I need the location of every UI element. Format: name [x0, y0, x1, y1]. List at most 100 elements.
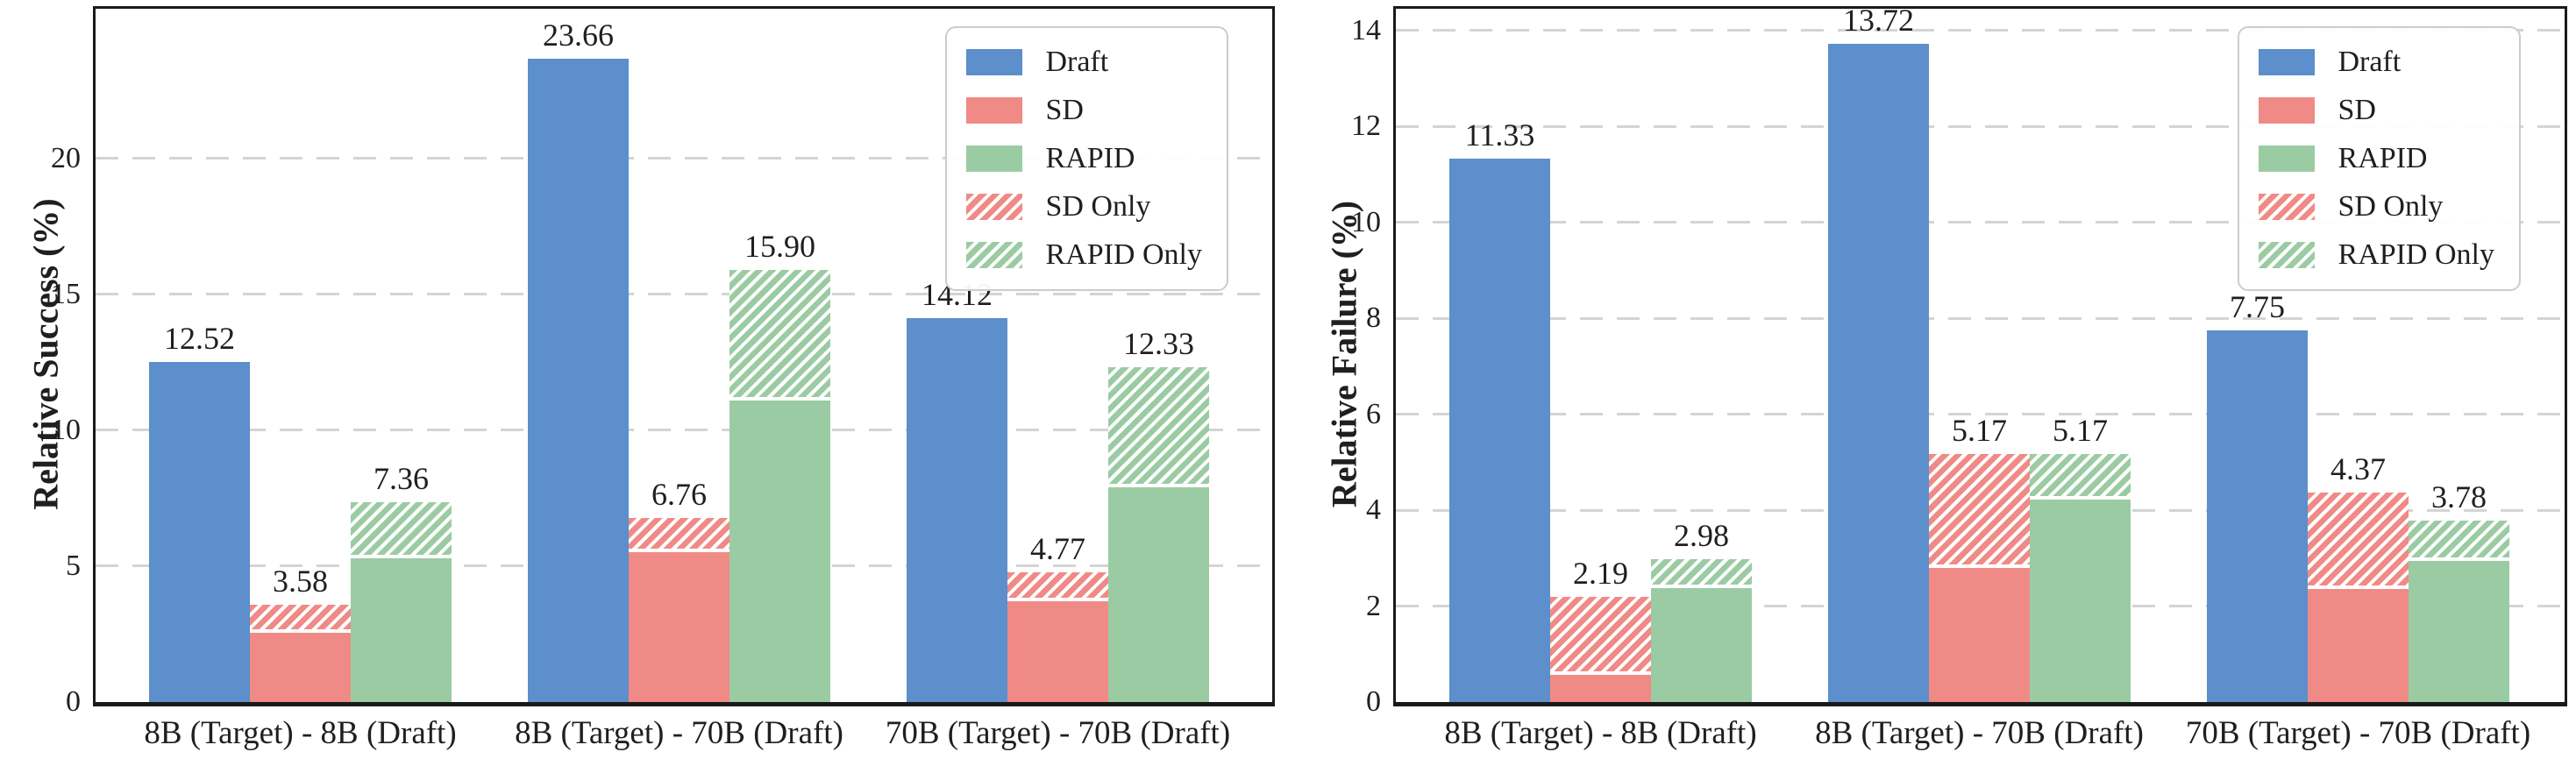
y-tick-label-8: 8: [1366, 301, 1381, 335]
legend-swatch-sd-only: [2259, 194, 2316, 220]
value-label-draft-group1: 23.66: [543, 18, 614, 53]
value-label-draft-group1: 13.72: [1843, 2, 1914, 38]
right-y-axis-label: Relative Failure (%): [1324, 200, 1364, 508]
gridline-y-10: [96, 429, 1272, 432]
y-tick-label-4: 4: [1366, 493, 1381, 527]
value-label-sd-group0: 2.19: [1573, 556, 1628, 592]
y-tick-label-5: 5: [66, 549, 81, 582]
bar-draft-group0: [1449, 158, 1550, 702]
value-label-sd-group1: 5.17: [1952, 413, 2007, 448]
legend-label-sd: SD: [1045, 94, 1084, 126]
legend-item-draft: Draft: [966, 46, 1202, 79]
bar-sd-only-group2: [1007, 572, 1108, 601]
legend-box: Draft SD RAPID SD Only RAPID Only: [945, 26, 1228, 291]
bar-rapid-only-group2: [1108, 366, 1209, 487]
bar-rapid-only-group0: [1651, 558, 1752, 589]
value-label-sd-group2: 4.77: [1030, 531, 1085, 567]
bar-sd-solid-group0: [1550, 675, 1651, 702]
relative-success-plot: 12.52 3.58 7.36 23.66 6.76 15.90 14.12 4.77 12.3…: [93, 6, 1275, 706]
legend-item-rapid: RAPID: [966, 142, 1202, 175]
legend-item-sd-only: SD Only: [966, 190, 1202, 223]
value-label-rapid-group1: 5.17: [2053, 413, 2108, 448]
legend-item-sd: SD: [966, 94, 1202, 127]
legend-label-draft: Draft: [2338, 46, 2402, 78]
bar-sd-solid-group2: [1007, 600, 1108, 702]
gridline-y-20: [96, 157, 1272, 160]
value-label-sd-group1: 6.76: [651, 477, 707, 513]
legend-item-rapid-only: RAPID Only: [2259, 238, 2494, 272]
legend-swatch-rapid: [2259, 145, 2316, 172]
bar-draft-group1: [528, 59, 629, 702]
bar-sd-only-group0: [250, 604, 351, 633]
bar-rapid-solid-group2: [1108, 486, 1209, 702]
left-y-axis-label: Relative Success (%): [25, 198, 66, 510]
bar-rapid-solid-group1: [729, 400, 830, 702]
bar-sd-solid-group0: [250, 632, 351, 702]
bar-sd-solid-group1: [629, 552, 729, 702]
value-label-sd-group2: 4.37: [2330, 450, 2386, 486]
bar-draft-group0: [149, 361, 250, 702]
legend-item-sd-only: SD Only: [2259, 190, 2494, 223]
bar-rapid-solid-group1: [2030, 500, 2131, 702]
value-label-rapid-group2: 3.78: [2431, 479, 2487, 515]
legend-item-draft: Draft: [2259, 46, 2494, 79]
legend-label-sd-only: SD Only: [1045, 190, 1151, 223]
value-label-rapid-group2: 12.33: [1123, 325, 1194, 361]
bar-draft-group2: [907, 318, 1007, 702]
bar-rapid-only-group1: [2030, 454, 2131, 500]
x-category-label-1: 8B (Target) - 70B (Draft): [515, 715, 843, 751]
y-tick-label-0: 0: [66, 685, 81, 718]
bar-sd-only-group1: [629, 518, 729, 553]
legend-item-rapid-only: RAPID Only: [966, 238, 1202, 272]
legend-item-rapid: RAPID: [2259, 142, 2494, 175]
value-label-draft-group0: 12.52: [164, 320, 235, 356]
value-label-draft-group2: 7.75: [2230, 288, 2285, 324]
value-label-rapid-group0: 7.36: [374, 460, 429, 496]
relative-failure-plot: 11.33 2.19 2.98 13.72 5.17 5.17 7.75 4.37 3.78 Dr…: [1393, 2, 2567, 706]
bar-sd-only-group1: [1929, 454, 2030, 568]
legend-swatch-draft: [966, 49, 1023, 75]
y-tick-label-2: 2: [1366, 589, 1381, 622]
y-tick-label-10: 10: [1351, 205, 1381, 238]
legend-label-rapid-only: RAPID Only: [2338, 238, 2494, 271]
bar-rapid-only-group1: [729, 269, 830, 401]
legend-label-rapid: RAPID: [1045, 142, 1135, 174]
bar-draft-group2: [2207, 330, 2308, 702]
y-tick-label-20: 20: [51, 141, 81, 174]
x-category-label-1: 8B (Target) - 70B (Draft): [1815, 715, 2144, 751]
legend-swatch-sd: [2259, 97, 2316, 124]
y-tick-label-12: 12: [1351, 110, 1381, 143]
legend-label-sd: SD: [2338, 94, 2376, 126]
bar-rapid-only-group0: [351, 501, 452, 558]
bar-sd-solid-group2: [2308, 589, 2409, 702]
x-category-label-0: 8B (Target) - 8B (Draft): [144, 715, 457, 751]
gridline-y-6: [1396, 413, 2565, 416]
bar-sd-solid-group1: [1929, 567, 2030, 702]
value-label-rapid-group0: 2.98: [1674, 517, 1729, 553]
legend-label-rapid-only: RAPID Only: [1045, 238, 1202, 271]
legend-swatch-sd: [966, 97, 1023, 124]
y-tick-label-10: 10: [51, 413, 81, 446]
x-category-label-2: 70B (Target) - 70B (Draft): [2185, 715, 2531, 751]
legend-swatch-draft: [2259, 49, 2316, 75]
legend-swatch-rapid-only: [966, 242, 1023, 268]
gridline-y-15: [96, 293, 1272, 296]
legend-item-sd: SD: [2259, 94, 2494, 127]
y-tick-label-15: 15: [51, 277, 81, 310]
bar-sd-only-group2: [2308, 492, 2409, 590]
bar-rapid-solid-group2: [2409, 561, 2509, 702]
value-label-rapid-group1: 15.90: [744, 228, 815, 264]
legend-swatch-sd-only: [966, 194, 1023, 220]
gridline-y-10: [1396, 221, 2565, 224]
bar-rapid-solid-group0: [351, 557, 452, 702]
bar-rapid-only-group2: [2409, 521, 2509, 562]
bar-sd-only-group0: [1550, 597, 1651, 676]
gridline-y-14: [1396, 29, 2565, 32]
legend-swatch-rapid-only: [2259, 242, 2316, 268]
gridline-y-8: [1396, 316, 2565, 320]
y-tick-label-6: 6: [1366, 397, 1381, 430]
legend-box: Draft SD RAPID SD Only RAPID Only: [2238, 26, 2521, 291]
legend-swatch-rapid: [966, 145, 1023, 172]
x-category-label-0: 8B (Target) - 8B (Draft): [1444, 715, 1757, 751]
